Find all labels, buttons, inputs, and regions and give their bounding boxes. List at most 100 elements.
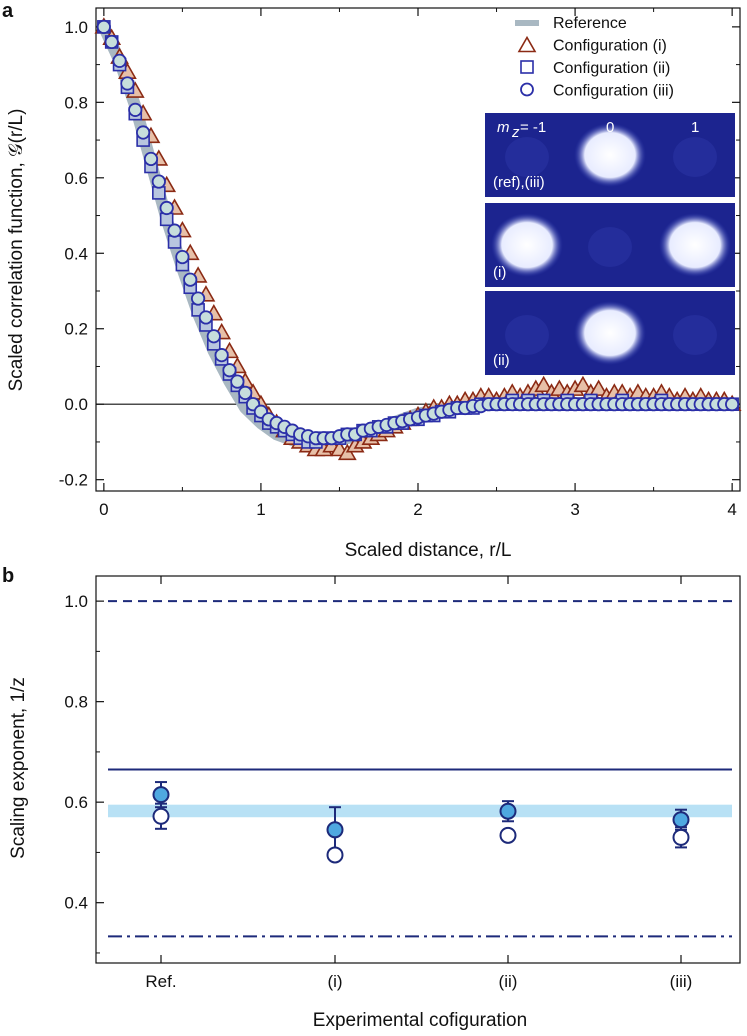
panel-a-ticks: 0 1 2 3 4 1.0 0.8 0.6 0.4 0.2 0.0 -0.2 [59,8,740,519]
square-point [152,186,166,200]
inset-frame: (i) [485,203,735,287]
circle-point [167,223,182,238]
circle-point [175,249,190,265]
circle-point [112,53,127,68]
legend-circle-swatch [520,82,534,97]
b-y-tick-label: 0.8 [64,693,88,712]
circle-point [190,291,206,306]
panel-b-reference [108,600,732,938]
empty-cloud [588,227,632,267]
panel-b-ticks: 1.0 0.8 0.6 0.4 Ref. (i) (ii) (iii) [64,576,692,991]
b-y-tick-label: 1.0 [64,592,88,611]
panel-a-series [94,17,742,461]
circle-point [222,363,237,378]
atom-cloud [574,123,646,187]
empty-cloud [673,137,717,177]
circle-point [104,34,119,50]
atom-cloud [574,301,646,365]
open-circle-point [326,846,344,864]
circle-point [151,174,166,189]
b-y-tick-label: 0.4 [64,894,88,913]
panel-a: a 0 1 2 3 4 1.0 0.8 0.6 0.4 0.2 0.0 -0.2 (ref),(iii… [2,0,742,561]
open-circle-point [499,826,517,844]
x-tick-label: 3 [570,500,579,519]
legend: Reference Configuration (i) Configuration … [515,15,674,100]
circle-point [230,374,245,389]
b-x-tick-label: (ii) [499,972,518,991]
y-tick-label: 0.4 [64,244,88,263]
b-x-tick-label: (i) [327,972,342,991]
uncertainty-band [108,804,732,818]
panel-a-letter: a [2,0,14,22]
x-tick-label: 1 [256,500,265,519]
panel-b-ylabel: Scaling exponent, 1/z [8,677,29,859]
triangle-point [534,375,554,393]
open-circle-point [152,807,170,825]
circle-point [136,125,151,140]
x-tick-label: 4 [727,500,736,519]
inset-frame-label: (i) [493,264,506,281]
inset-frame: (ref),(iii) [485,113,735,197]
square-point [159,212,174,227]
circle-point [206,329,221,344]
y-tick-label: 0.8 [64,93,88,112]
inset-frame-label: (ref),(iii) [493,174,545,191]
legend-triangle-swatch [517,35,537,53]
square-point [167,235,182,249]
inset-images: (ref),(iii) (i) (ii) m z = -1 0 1 [485,113,735,375]
legend-label: Configuration (ii) [553,60,670,77]
atom-cloud [491,213,563,277]
triangle-point [589,379,609,396]
legend-label: Configuration (iii) [553,83,674,100]
b-x-tick-label: Ref. [145,972,176,991]
empty-cloud [505,137,549,177]
panel-b-points [152,781,690,864]
panel-a-ylabel: Scaled correlation function, 𝒢(r/L) [6,109,27,392]
circle-point [198,310,214,325]
inset-header-sub: z [511,124,520,141]
circle-point [159,200,174,216]
filled-circle-point [672,811,690,829]
triangle-point [573,375,593,393]
y-tick-label: 0.6 [64,169,88,188]
circle-point [143,151,159,167]
circle-point [128,102,143,117]
y-tick-label: -0.2 [59,471,88,490]
inset-header-0: 0 [606,119,614,136]
filled-circle-point [152,786,170,804]
empty-cloud [505,315,549,355]
inset-frame: (ii) [485,291,735,375]
circle-point [214,348,229,363]
filled-circle-point [326,821,344,839]
circle-point [120,76,135,91]
circle-point [238,385,253,400]
panel-b-frame [95,575,741,964]
filled-circle-point [499,802,517,820]
empty-cloud [673,315,717,355]
open-circle-point [672,828,690,846]
y-tick-label: 1.0 [64,18,88,37]
inset-header-1: 1 [691,119,699,136]
circle-point [183,272,198,287]
circle-point [96,19,111,34]
legend-square-swatch [520,60,534,74]
b-y-tick-label: 0.6 [64,793,88,812]
panel-b-letter: b [2,565,14,587]
legend-label: Configuration (i) [553,38,667,55]
legend-label: Reference [553,15,627,32]
circle-point [725,397,740,412]
x-tick-label: 2 [413,500,422,519]
panel-a-xlabel: Scaled distance, r/L [345,540,512,561]
panel-b: b 1.0 0.8 0.6 0.4 Ref. (i) (ii) (iii) Experimen… [2,565,741,1031]
panel-b-xlabel: Experimental cofiguration [313,1010,527,1031]
inset-header-m: m [497,119,510,136]
b-x-tick-label: (iii) [670,972,693,991]
atom-cloud [659,213,731,277]
y-tick-label: 0.0 [64,395,88,414]
x-tick-label: 0 [99,500,108,519]
y-tick-label: 0.2 [64,320,88,339]
inset-header-eq: = -1 [520,119,546,136]
inset-frame-label: (ii) [493,352,510,369]
